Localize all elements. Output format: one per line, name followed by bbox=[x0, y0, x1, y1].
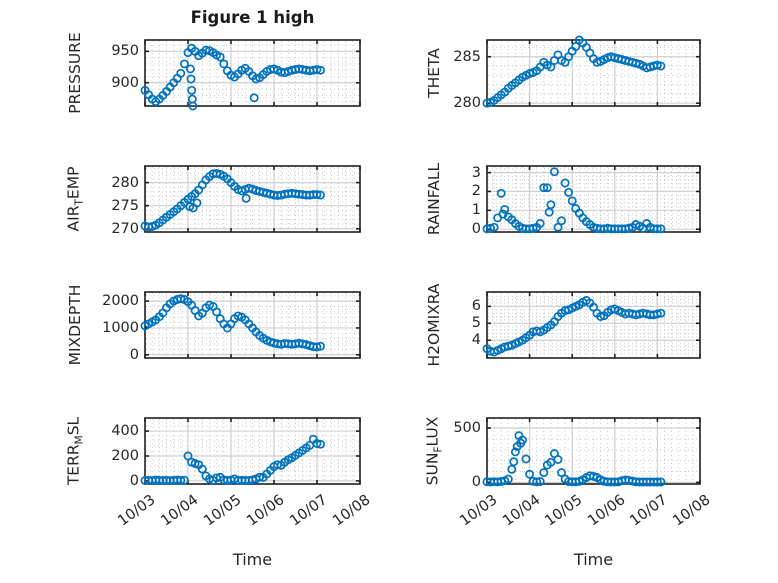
axes-frame bbox=[144, 165, 361, 233]
y-axis-label-pressure: PRESSURE bbox=[66, 32, 84, 114]
grid bbox=[487, 40, 700, 106]
data-points bbox=[482, 296, 666, 357]
y-tick-label: 0 bbox=[471, 221, 481, 238]
data-points bbox=[140, 168, 325, 232]
subplot-terr_msl bbox=[140, 417, 361, 486]
grid bbox=[145, 166, 360, 232]
subplot-pressure bbox=[140, 39, 361, 111]
y-tick-label: 4 bbox=[471, 332, 481, 349]
y-tick-label: 900 bbox=[111, 74, 139, 91]
y-tick-label: 2000 bbox=[102, 293, 139, 310]
y-tick-label: 0 bbox=[129, 346, 139, 363]
y-tick-label: 500 bbox=[453, 420, 481, 436]
xlabel-left: Time bbox=[232, 550, 273, 569]
y-tick-label: 400 bbox=[111, 423, 139, 440]
y-tick-label: 5 bbox=[471, 315, 481, 332]
y-tick-label: 3 bbox=[471, 164, 481, 181]
y-tick-label: 275 bbox=[111, 197, 139, 214]
subplot-air_temp bbox=[140, 165, 361, 233]
subplot-rainfall bbox=[482, 165, 701, 234]
data-points bbox=[482, 167, 666, 234]
subplot-sun_flux bbox=[482, 417, 701, 487]
y-axis-label-terr_msl: TERRMSL bbox=[64, 416, 86, 486]
y-tick-label: 280 bbox=[111, 174, 139, 191]
axes-frame bbox=[486, 39, 701, 107]
data-points bbox=[140, 434, 325, 486]
axes-frame bbox=[144, 39, 361, 107]
subplot-theta bbox=[482, 35, 701, 108]
y-tick-label: 285 bbox=[453, 48, 481, 65]
data-points bbox=[482, 431, 666, 487]
y-axis-label-theta: THETA bbox=[425, 48, 443, 98]
data-points bbox=[482, 35, 666, 108]
y-tick-label: 6 bbox=[471, 298, 481, 315]
data-points bbox=[140, 43, 325, 111]
y-axis-label-mixdepth: MIXDEPTH bbox=[66, 284, 84, 366]
y-axis-label-rainfall: RAINFALL bbox=[425, 162, 443, 236]
y-axis-label-sun_flux: SUNFLUX bbox=[423, 416, 445, 486]
y-tick-label: 280 bbox=[453, 95, 481, 112]
y-tick-label: 2 bbox=[471, 183, 481, 200]
grid bbox=[145, 418, 360, 484]
y-tick-label: 270 bbox=[111, 220, 139, 237]
figure-title: Figure 1 high bbox=[190, 8, 315, 27]
tick-marks bbox=[486, 292, 701, 358]
y-tick-label: 200 bbox=[111, 447, 139, 464]
xlabel-right: Time bbox=[573, 550, 614, 569]
y-axis-label-air_temp: AIRTEMP bbox=[64, 166, 86, 232]
subplot-mixdepth bbox=[140, 291, 361, 359]
data-points bbox=[140, 294, 325, 352]
axes-frame bbox=[486, 417, 701, 485]
axes-frame bbox=[486, 291, 701, 359]
y-tick-label: 1 bbox=[471, 202, 481, 219]
y-tick-label: 950 bbox=[111, 43, 139, 60]
tick-marks bbox=[144, 40, 361, 106]
y-tick-label: 0 bbox=[471, 474, 481, 491]
axes-frame bbox=[486, 165, 701, 233]
grid bbox=[487, 166, 700, 232]
y-axis-label-h2omixra: H2OMIXRA bbox=[425, 283, 443, 367]
subplot-h2omixra bbox=[482, 291, 701, 359]
y-tick-label: 1000 bbox=[102, 319, 139, 336]
tick-marks bbox=[144, 292, 361, 358]
y-tick-label: 0 bbox=[129, 472, 139, 489]
